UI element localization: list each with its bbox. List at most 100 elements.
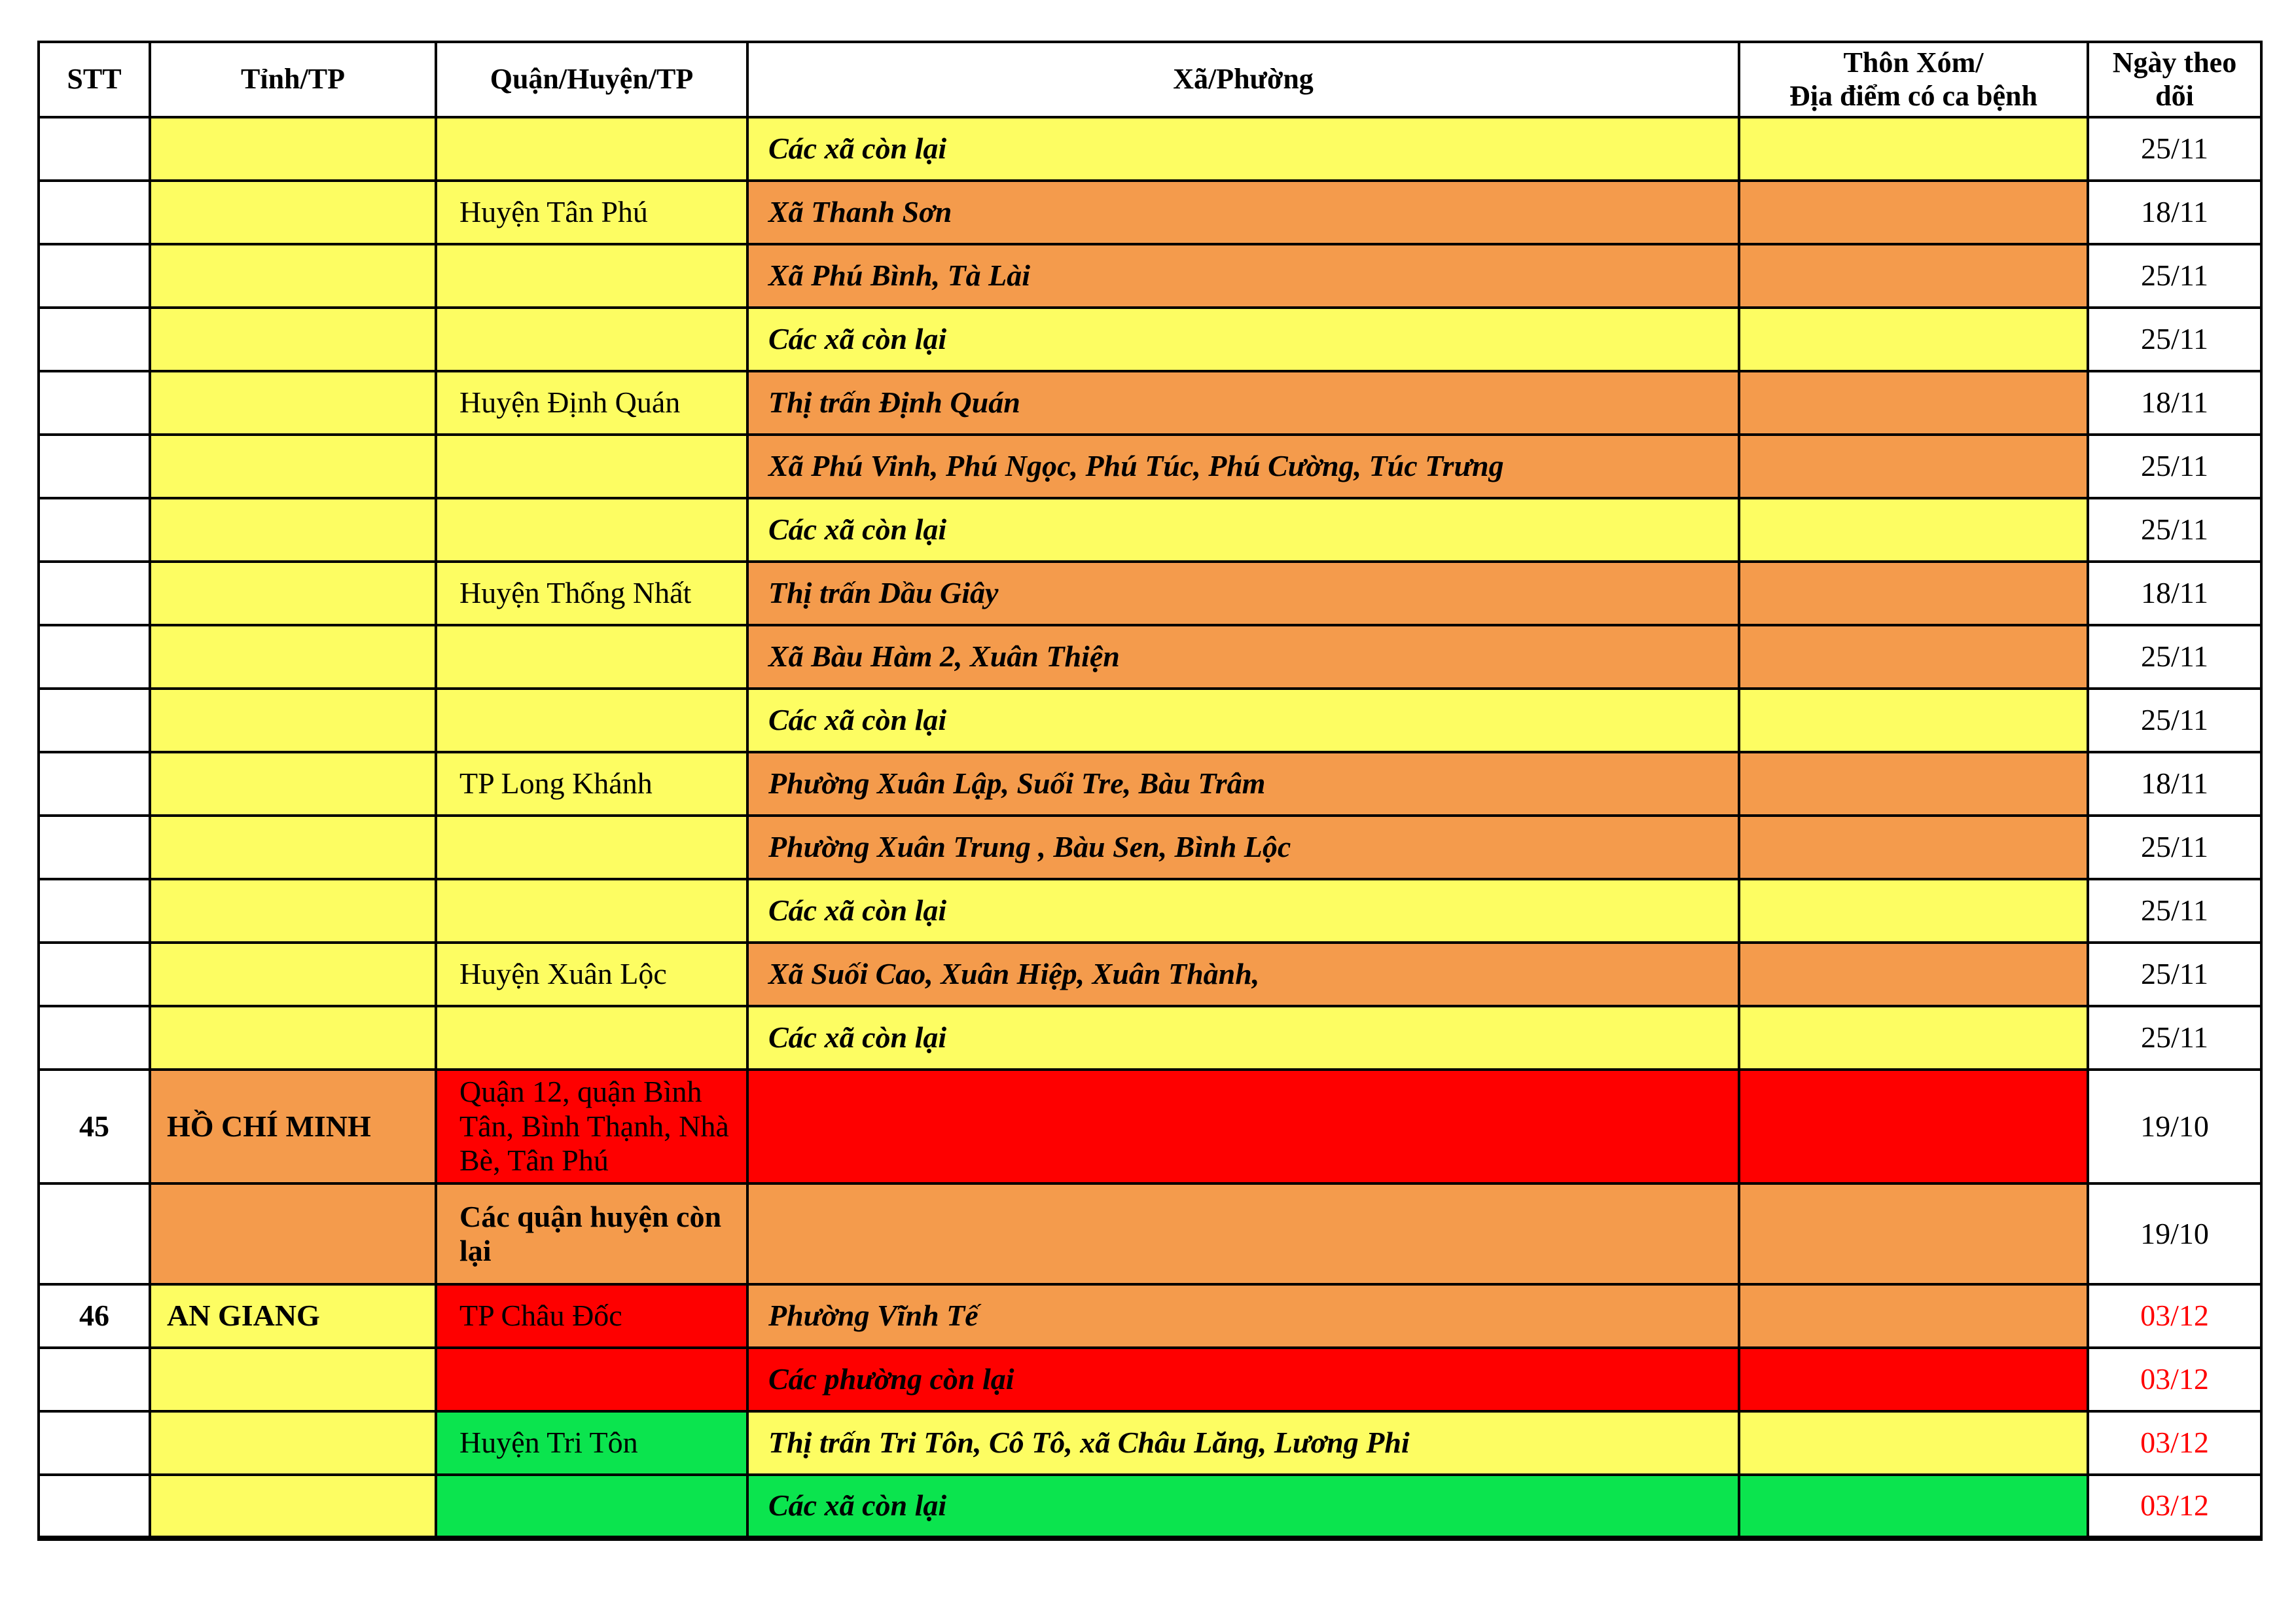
cell-thon-row18: [1738, 1283, 2089, 1349]
cell-tinh-row17: [149, 1182, 437, 1286]
cell-ngay-row18: 03/12: [2087, 1283, 2263, 1349]
cell-thon-row8: [1738, 560, 2089, 626]
cell-xa-row9: Xã Bàu Hàm 2, Xuân Thiện: [746, 624, 1740, 690]
cell-thon-row10: [1738, 687, 2089, 753]
cell-thon-row9: [1738, 624, 2089, 690]
cell-stt-row12: [37, 814, 151, 880]
cell-ngay-row7: 25/11: [2087, 497, 2263, 563]
col-header-xa: Xã/Phường: [746, 41, 1740, 118]
cell-thon-row21: [1738, 1473, 2089, 1541]
table-row: 45 HỒ CHÍ MINH Quận 12, quận Bình Tân, Bìn…: [37, 1068, 2263, 1185]
cell-stt-row9: [37, 624, 151, 690]
cell-stt-row11: [37, 751, 151, 817]
col-header-stt: STT: [37, 41, 151, 118]
cell-quan-row20: Huyện Tri Tôn: [435, 1410, 749, 1476]
cell-thon-row7: [1738, 497, 2089, 563]
cell-ngay-row5: 18/11: [2087, 370, 2263, 436]
cell-ngay-row8: 18/11: [2087, 560, 2263, 626]
cell-quan-row13: [435, 878, 749, 944]
cell-tinh-row5: [149, 370, 437, 436]
table-row: Xã Bàu Hàm 2, Xuân Thiện 25/11: [37, 624, 2263, 690]
cell-stt-row5: [37, 370, 151, 436]
table-row: Huyện Tân Phú Xã Thanh Sơn 18/11: [37, 179, 2263, 245]
col-header-thon: Thôn Xóm/ Địa điểm có ca bệnh: [1738, 41, 2089, 118]
cell-ngay-row1: 25/11: [2087, 116, 2263, 182]
table-row: Các xã còn lại 25/11: [37, 497, 2263, 563]
cell-tinh-row18: AN GIANG: [149, 1283, 437, 1349]
table-row: Xã Phú Vinh, Phú Ngọc, Phú Túc, Phú Cườn…: [37, 433, 2263, 499]
cell-thon-row4: [1738, 306, 2089, 372]
cell-quan-row19: [435, 1346, 749, 1413]
covid-risk-level-table: STT Tỉnh/TP Quận/Huyện/TP Xã/Phường Thôn…: [37, 41, 2263, 1541]
cell-thon-row3: [1738, 243, 2089, 309]
cell-xa-row19: Các phường còn lại: [746, 1346, 1740, 1413]
cell-thon-row15: [1738, 1005, 2089, 1071]
cell-ngay-row19: 03/12: [2087, 1346, 2263, 1413]
table-row: Các xã còn lại 25/11: [37, 687, 2263, 753]
cell-ngay-row15: 25/11: [2087, 1005, 2263, 1071]
cell-stt-row2: [37, 179, 151, 245]
cell-quan-row18: TP Châu Đốc: [435, 1283, 749, 1349]
cell-tinh-row6: [149, 433, 437, 499]
cell-stt-row10: [37, 687, 151, 753]
cell-ngay-row3: 25/11: [2087, 243, 2263, 309]
cell-tinh-row2: [149, 179, 437, 245]
cell-quan-row21: [435, 1473, 749, 1541]
cell-ngay-row2: 18/11: [2087, 179, 2263, 245]
cell-tinh-row12: [149, 814, 437, 880]
cell-tinh-row8: [149, 560, 437, 626]
cell-stt-row3: [37, 243, 151, 309]
cell-stt-row4: [37, 306, 151, 372]
cell-quan-row6: [435, 433, 749, 499]
cell-tinh-row14: [149, 941, 437, 1007]
cell-ngay-row21: 03/12: [2087, 1473, 2263, 1541]
cell-quan-row14: Huyện Xuân Lộc: [435, 941, 749, 1007]
cell-tinh-row7: [149, 497, 437, 563]
table-row: Các xã còn lại 25/11: [37, 116, 2263, 182]
col-header-ngay: Ngày theo dõi: [2087, 41, 2263, 118]
cell-xa-row21: Các xã còn lại: [746, 1473, 1740, 1541]
table-row: TP Long Khánh Phường Xuân Lập, Suối Tre, …: [37, 751, 2263, 817]
cell-quan-row7: [435, 497, 749, 563]
cell-thon-row17: [1738, 1182, 2089, 1286]
cell-tinh-row3: [149, 243, 437, 309]
cell-ngay-row6: 25/11: [2087, 433, 2263, 499]
cell-xa-row17: [746, 1182, 1740, 1286]
cell-quan-row3: [435, 243, 749, 309]
col-header-quan: Quận/Huyện/TP: [435, 41, 749, 118]
cell-xa-row14: Xã Suối Cao, Xuân Hiệp, Xuân Thành,: [746, 941, 1740, 1007]
table-row: Huyện Thống Nhất Thị trấn Dầu Giây 18/11: [37, 560, 2263, 626]
table-row: Các xã còn lại 25/11: [37, 1005, 2263, 1071]
cell-xa-row7: Các xã còn lại: [746, 497, 1740, 563]
cell-thon-row13: [1738, 878, 2089, 944]
cell-ngay-row9: 25/11: [2087, 624, 2263, 690]
cell-stt-row13: [37, 878, 151, 944]
cell-thon-row2: [1738, 179, 2089, 245]
cell-xa-row15: Các xã còn lại: [746, 1005, 1740, 1071]
cell-stt-row16: 45: [37, 1068, 151, 1185]
cell-thon-row11: [1738, 751, 2089, 817]
cell-stt-row15: [37, 1005, 151, 1071]
table-row: Các quận huyện còn lại 19/10: [37, 1182, 2263, 1286]
cell-quan-row17: Các quận huyện còn lại: [435, 1182, 749, 1286]
cell-quan-row8: Huyện Thống Nhất: [435, 560, 749, 626]
cell-xa-row16: [746, 1068, 1740, 1185]
cell-quan-row11: TP Long Khánh: [435, 751, 749, 817]
cell-stt-row14: [37, 941, 151, 1007]
cell-tinh-row1: [149, 116, 437, 182]
cell-stt-row20: [37, 1410, 151, 1476]
table-row: Xã Phú Bình, Tà Lài 25/11: [37, 243, 2263, 309]
cell-thon-row20: [1738, 1410, 2089, 1476]
cell-ngay-row13: 25/11: [2087, 878, 2263, 944]
table-body: Các xã còn lại 25/11 Huyện Tân Phú Xã Thanh…: [37, 116, 2263, 1541]
cell-tinh-row9: [149, 624, 437, 690]
table-row: Các phường còn lại 03/12: [37, 1346, 2263, 1413]
cell-ngay-row16: 19/10: [2087, 1068, 2263, 1185]
cell-ngay-row14: 25/11: [2087, 941, 2263, 1007]
cell-thon-row6: [1738, 433, 2089, 499]
cell-quan-row9: [435, 624, 749, 690]
cell-thon-row16: [1738, 1068, 2089, 1185]
table-row: 46 AN GIANG TP Châu Đốc Phường Vĩnh Tế 03/12: [37, 1283, 2263, 1349]
cell-tinh-row16: HỒ CHÍ MINH: [149, 1068, 437, 1185]
